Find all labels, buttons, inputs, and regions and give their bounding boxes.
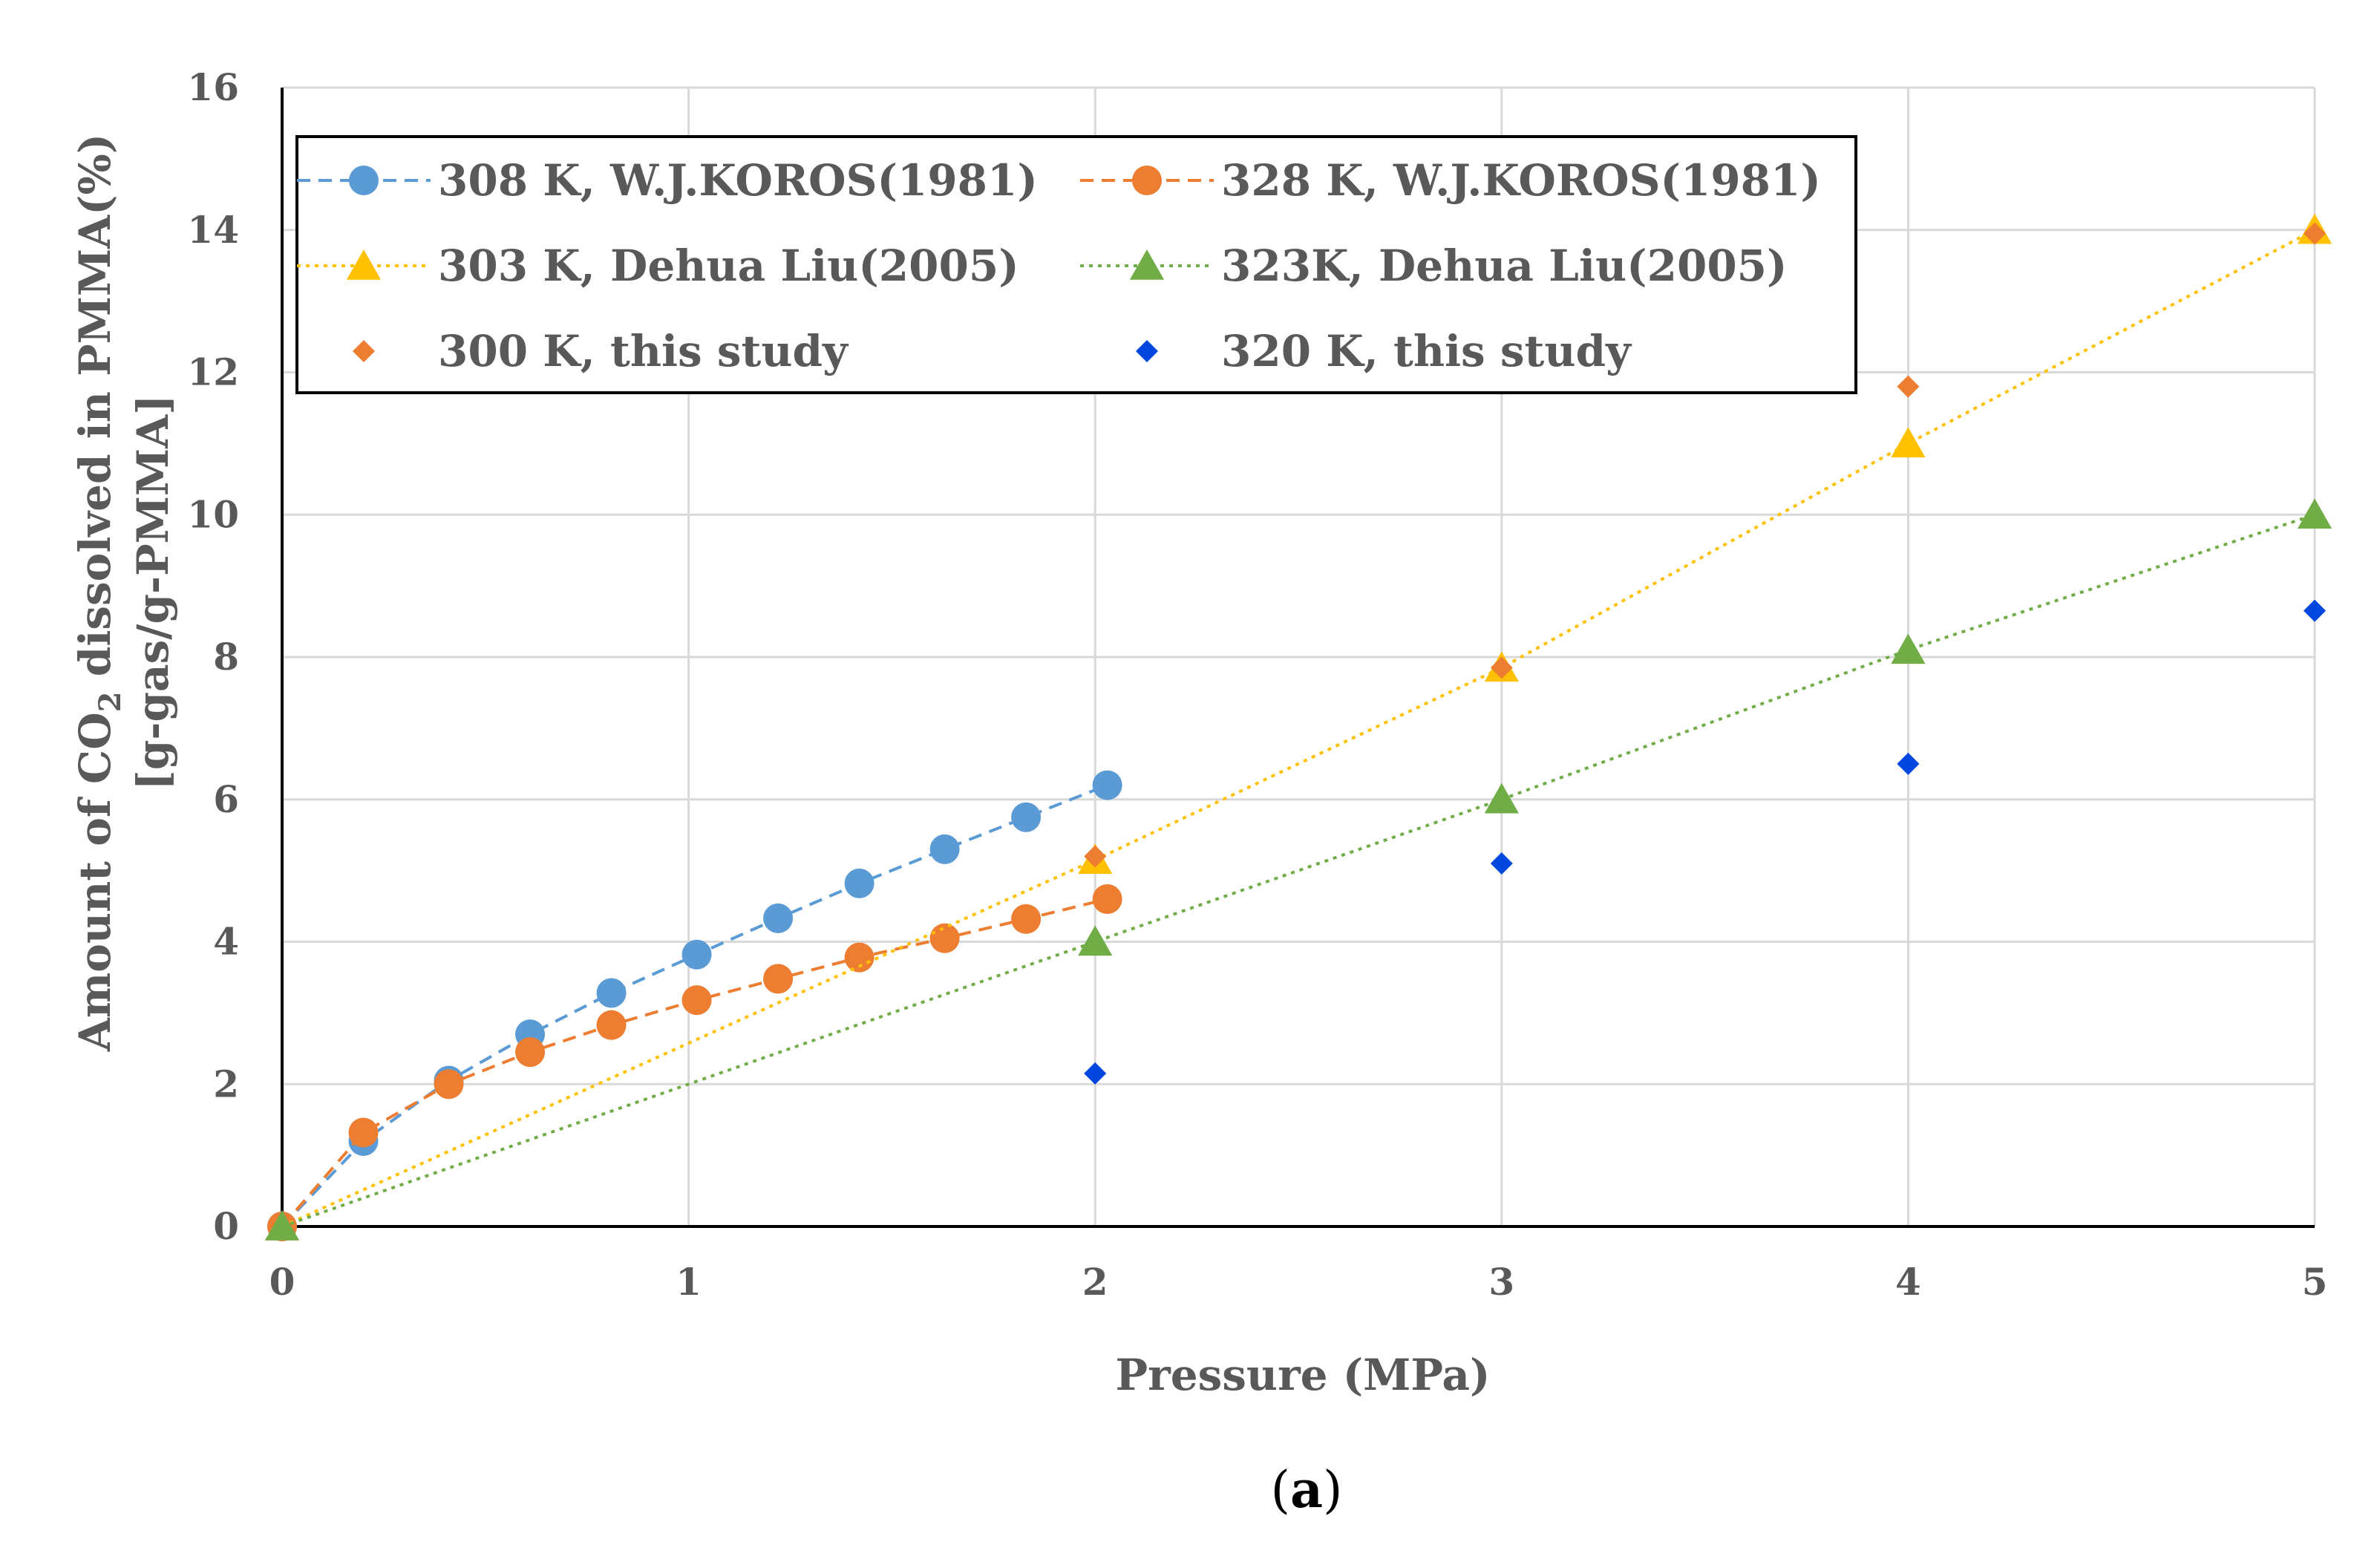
- x-tick-label: 1: [676, 1260, 702, 1304]
- data-point: [1092, 770, 1122, 800]
- y-tick-label: 8: [213, 635, 239, 679]
- series-4: [264, 498, 2332, 1241]
- y-axis-title-part1: Amount of CO: [70, 712, 120, 1052]
- y-tick-label: 6: [213, 777, 239, 821]
- data-point: [2297, 498, 2332, 529]
- data-point: [596, 1010, 627, 1040]
- legend-item: 328 K, W.J.KOROS(1981): [1080, 155, 1821, 206]
- panel-label-letter: a: [1290, 1460, 1323, 1520]
- data-point: [763, 903, 794, 933]
- data-point: [1092, 883, 1122, 914]
- legend-label: 308 K, W.J.KOROS(1981): [438, 155, 1038, 206]
- x-tick-label: 5: [2302, 1260, 2328, 1304]
- data-point: [1897, 375, 1920, 398]
- x-tick-label: 0: [269, 1260, 295, 1304]
- data-point: [1891, 633, 1926, 664]
- data-point: [1484, 783, 1519, 814]
- legend-item: 320 K, this study: [1136, 326, 1632, 376]
- legend-item: 300 K, this study: [353, 326, 849, 376]
- legend-marker: [349, 166, 379, 195]
- data-point: [1078, 925, 1113, 956]
- legend-marker: [346, 249, 382, 280]
- x-tick-label: 2: [1082, 1260, 1108, 1304]
- svg-text:Amount of CO2 dissolved in PMM: Amount of CO2 dissolved in PMMA(%): [70, 134, 128, 1052]
- legend-label: 328 K, W.J.KOROS(1981): [1221, 155, 1821, 206]
- data-point: [515, 1037, 546, 1068]
- y-axis-title: Amount of CO2 dissolved in PMMA(%): [70, 134, 128, 1052]
- legend-item: 323K, Dehua Liu(2005): [1080, 241, 1787, 291]
- data-point: [1084, 845, 1107, 868]
- legend-box: [295, 135, 1857, 394]
- legend-item: 308 K, W.J.KOROS(1981): [297, 155, 1038, 206]
- data-point: [929, 834, 960, 864]
- data-point: [1011, 904, 1042, 934]
- legend-marker: [1136, 340, 1158, 362]
- data-point: [681, 985, 712, 1016]
- series-5: [1084, 222, 2326, 868]
- data-point: [763, 964, 794, 994]
- panel-label-open: (: [1270, 1461, 1290, 1520]
- legend-label: 300 K, this study: [438, 326, 849, 376]
- y-tick-label: 4: [213, 920, 239, 964]
- data-point: [1011, 802, 1042, 832]
- y-axis-title-subscript: 2: [93, 691, 128, 712]
- panel-label: (a): [1270, 1460, 1342, 1520]
- y-axis-title-part2: dissolved in PMMA(%): [70, 134, 120, 692]
- y-tick-label: 14: [187, 208, 239, 252]
- series-layer: [264, 213, 2332, 1241]
- y-tick-label: 2: [213, 1062, 239, 1105]
- x-tick-label: 3: [1488, 1260, 1514, 1304]
- legend-label: 303 K, Dehua Liu(2005): [438, 241, 1019, 291]
- series-6: [1084, 599, 2326, 1085]
- y-tick-label: 12: [187, 350, 239, 394]
- data-point: [348, 1117, 379, 1148]
- legend-marker: [353, 340, 375, 362]
- data-point: [844, 868, 874, 898]
- legend: 308 K, W.J.KOROS(1981) 328 K, W.J.KOROS(1…: [295, 135, 1857, 394]
- data-point: [844, 942, 874, 973]
- legend-marker: [1129, 249, 1165, 280]
- y-tick-label: 10: [187, 492, 239, 536]
- legend-label: 323K, Dehua Liu(2005): [1221, 241, 1787, 291]
- series-2: [267, 883, 1122, 1241]
- legend-marker: [1132, 166, 1162, 195]
- data-point: [596, 978, 627, 1008]
- panel-label-close: ): [1323, 1461, 1343, 1520]
- data-point: [929, 923, 960, 953]
- data-point: [1891, 427, 1926, 458]
- series-line: [281, 513, 2315, 1228]
- legend-item: 303 K, Dehua Liu(2005): [297, 241, 1019, 291]
- data-point: [1490, 656, 1513, 679]
- axes: [281, 88, 2315, 1228]
- x-axis-title: Pressure (MPa): [1116, 1350, 1491, 1400]
- y-axis-title-line2: [g-gas/g-PMMA]: [128, 394, 178, 790]
- x-tick-label: 4: [1895, 1260, 1921, 1304]
- data-point: [1084, 1062, 1107, 1085]
- legend-label: 320 K, this study: [1221, 326, 1632, 376]
- data-point: [681, 939, 712, 970]
- data-point: [1490, 852, 1513, 875]
- data-point: [434, 1069, 464, 1100]
- data-point: [2304, 222, 2326, 245]
- y-tick-label: 0: [213, 1204, 239, 1248]
- data-point: [2304, 599, 2326, 622]
- data-point: [264, 1210, 300, 1241]
- y-tick-label: 16: [187, 65, 239, 109]
- data-point: [1897, 752, 1920, 775]
